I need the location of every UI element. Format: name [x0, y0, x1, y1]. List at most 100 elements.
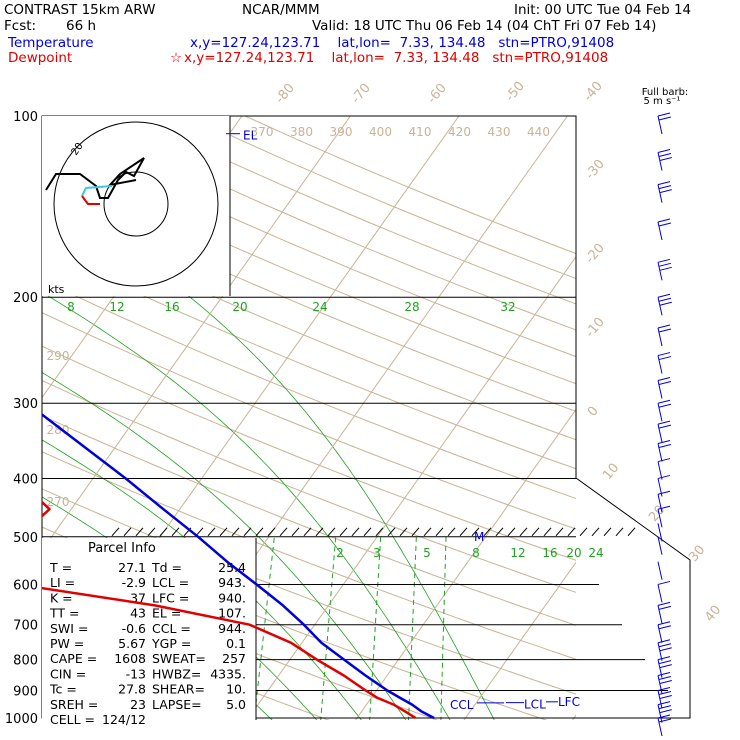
wind-barb-staff: [657, 184, 663, 203]
temperature-profile: [42, 413, 435, 720]
parcel-info-label: T =: [49, 560, 72, 575]
wind-barb-flag: [657, 376, 671, 381]
parcel-info-value: 4335.: [210, 666, 246, 681]
wind-barb-staff: [657, 690, 663, 709]
wind-barb-flag: [658, 116, 672, 121]
dry-adiabat: [42, 279, 576, 500]
wind-barb-flag: [657, 420, 671, 425]
mixing-ratio-label: 8: [472, 546, 480, 560]
wind-barb-flag: [657, 149, 671, 154]
wind-barb-flag: [657, 701, 671, 706]
model-title: CONTRAST 15km ARW: [4, 2, 156, 18]
dry-adiabat: [42, 247, 576, 470]
wind-barb-flag: [658, 705, 672, 710]
temperature-legend: Temperature: [8, 35, 94, 51]
parcel-info-background: [42, 538, 256, 720]
wind-barb-flag: [657, 112, 671, 117]
dry-adiabat: [42, 451, 576, 660]
wind-barb-staff: [657, 605, 663, 624]
parcel-info-label: HWBZ=: [152, 666, 201, 681]
marker-ccl: CCL: [450, 698, 474, 712]
parcel-info-label: CELL =: [50, 712, 95, 727]
wind-barb-flag: [658, 356, 672, 361]
skewed-temperature-label: 20: [646, 503, 668, 525]
wind-barb-flag: [657, 714, 671, 719]
init-time: Init: 00 UTC Tue 04 Feb 14: [514, 2, 692, 18]
isotherm-label: 16: [164, 300, 179, 314]
wind-barb-flag: [658, 718, 672, 723]
dewpoint-profile: [42, 500, 417, 720]
theta-label: 390: [330, 125, 353, 139]
wind-barb-flag: [658, 222, 672, 227]
wind-barb-flag: [657, 352, 671, 357]
wind-barb-flag: [658, 676, 672, 680]
parcel-info-label: CIN =: [50, 666, 86, 681]
wind-barb-flag: [658, 605, 672, 610]
isotherm-label: 28: [404, 300, 419, 314]
parcel-info-value: 107.: [218, 606, 246, 621]
dry-adiabat: [42, 216, 576, 441]
wind-barb-flag: [659, 680, 672, 684]
theta-side-label: 280: [47, 423, 70, 437]
hodograph-trace-surface: [81, 195, 100, 205]
wind-barb-flag: [657, 672, 671, 676]
wind-barb-staff: [657, 584, 663, 603]
parcel-info-label: PW =: [50, 636, 84, 651]
theta-label: 410: [409, 125, 432, 139]
wind-barb-flag: [659, 647, 672, 652]
skewed-temperature-label: -20: [583, 241, 608, 267]
isotherm-label: 32: [500, 300, 515, 314]
mixing-ratio-label: 12: [510, 546, 525, 560]
wind-barb-flag: [658, 153, 672, 158]
wind-barb-flag: [658, 328, 672, 333]
marker-m: M: [474, 530, 484, 544]
wind-barb-flag: [657, 258, 671, 263]
parcel-info-label: LFC =: [152, 590, 189, 605]
isotherm-label: 8: [67, 300, 75, 314]
dry-adiabat: [244, 116, 576, 255]
hodograph-units: kts: [48, 283, 65, 296]
isotherm: [354, 408, 576, 720]
mixing-ratio-label: 5: [423, 546, 431, 560]
hodograph-ring-outer: [53, 121, 219, 287]
temperature-station-info: x,y=127.24,123.71 lat,lon= 7.33, 134.48 …: [190, 35, 615, 51]
wind-barb-staff: [657, 642, 663, 661]
parcel-info-label: SREH =: [50, 697, 98, 712]
marker-el: EL: [243, 129, 258, 143]
pressure-tick-label: 300: [13, 397, 38, 412]
wind-barb-staff: [657, 624, 663, 643]
wind-barb-staff: [657, 152, 663, 171]
isotherm-label: 12: [109, 300, 124, 314]
wind-barb-flag: [658, 660, 672, 665]
parcel-info-label: LAPSE=: [152, 697, 202, 712]
wind-barb-staff: [657, 443, 663, 462]
parcel-info-label: LI =: [50, 575, 75, 590]
pressure-tick-label: 100: [13, 110, 38, 125]
theta-side-label: 270: [47, 495, 70, 509]
skewed-temperature-label: -80: [273, 81, 298, 107]
wind-barb-staff: [657, 327, 663, 347]
wind-barb-flag: [659, 709, 672, 714]
wind-barb-flag: [657, 601, 671, 606]
wind-barb-flag: [659, 664, 672, 669]
pressure-tick-label: 200: [13, 291, 38, 306]
isotherm: [42, 116, 351, 552]
parcel-info-value: -2.9: [122, 575, 146, 590]
wind-barb-staff: [657, 355, 663, 374]
parcel-info-value: 27.8: [118, 682, 146, 697]
skewed-temperature-label: -50: [503, 79, 528, 105]
dewpoint-star-icon: ☆: [170, 50, 183, 66]
wind-barb-flag: [659, 157, 672, 162]
parcel-info-label: TT =: [49, 606, 80, 621]
isotherm: [463, 561, 576, 720]
skewed-temperature-label: -30: [583, 157, 608, 183]
wind-barb-staff: [657, 536, 663, 555]
mixing-ratio-line: [369, 536, 382, 720]
wind-barb-staff: [657, 704, 663, 723]
isotherm: [246, 255, 576, 720]
parcel-info-value: 943.: [218, 575, 246, 590]
pressure-tick-label: 400: [13, 472, 38, 487]
wind-barb-flag: [658, 403, 672, 408]
wind-barb-staff: [657, 561, 663, 580]
